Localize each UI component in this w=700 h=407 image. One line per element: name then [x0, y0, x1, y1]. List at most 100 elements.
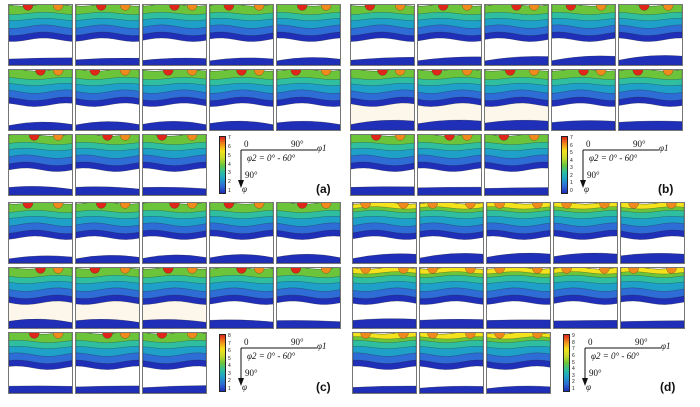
- odf-section: [352, 332, 417, 394]
- colorbar-tick-label: 6: [570, 142, 573, 149]
- intensity-peak: [394, 135, 406, 141]
- intensity-peak: [52, 333, 64, 339]
- intensity-peak: [290, 70, 302, 76]
- odf-section: [8, 267, 73, 329]
- contour-bottom-band: [9, 57, 72, 65]
- intensity-peak: [52, 203, 64, 209]
- axis-origin: 0: [244, 337, 249, 347]
- intensity-peak: [119, 70, 131, 76]
- odf-contour-plot: [351, 135, 414, 195]
- contour-bottom-band: [552, 55, 615, 65]
- odf-contour-plot: [9, 70, 72, 130]
- contour-bottom-band: [277, 254, 340, 263]
- odf-section: [75, 267, 140, 329]
- intensity-peak: [360, 203, 371, 209]
- axis-legend: 0 90° φ1 φ2 = 0° - 60° 90° φ: [580, 138, 691, 198]
- axis-legend: 0 90° φ1 φ2 = 0° - 60° 90° φ: [238, 336, 349, 396]
- contour-bottom-band: [351, 186, 414, 195]
- odf-panel: 8 7 6 5 4 3 2 1 0 90° φ1 φ2 = 0° - 60° 90° φ (c): [8, 202, 350, 400]
- odf-contour-plot: [351, 5, 414, 65]
- intensity-peak: [599, 268, 610, 274]
- odf-contour-plot: [487, 333, 550, 393]
- contour-bottom-band: [143, 319, 206, 328]
- odf-section: [553, 202, 618, 264]
- intensity-peak: [595, 70, 607, 76]
- odf-contour-plot: [76, 5, 139, 65]
- intensity-peak: [398, 333, 409, 339]
- intensity-peak: [595, 5, 607, 11]
- odf-section: [75, 332, 140, 394]
- intensity-peak: [461, 135, 473, 141]
- odf-section: [209, 4, 274, 66]
- colorbar-tick-label: 1: [570, 180, 573, 187]
- axis-y_var: φ: [242, 382, 247, 392]
- axis-x_tick: 90°: [635, 337, 648, 347]
- intensity-peak: [532, 203, 543, 209]
- intensity-peak: [102, 333, 113, 339]
- intensity-peak: [22, 5, 34, 11]
- contour-bottom-band: [210, 57, 273, 65]
- odf-contour-plot: [9, 203, 72, 263]
- intensity-peak: [494, 333, 505, 339]
- intensity-peak: [156, 333, 168, 339]
- intensity-peak: [465, 203, 476, 209]
- intensity-peak: [163, 70, 174, 76]
- odf-contour-plot: [76, 268, 139, 328]
- odf-section: [142, 134, 207, 196]
- intensity-peak: [320, 5, 332, 11]
- intensity-peak: [236, 70, 247, 76]
- intensity-peak: [236, 268, 247, 274]
- colorbar: [219, 334, 226, 392]
- intensity-peak: [498, 135, 510, 141]
- axis-arrows: [582, 347, 661, 386]
- intensity-peak: [52, 135, 64, 141]
- intensity-peak: [186, 70, 198, 76]
- colorbar-tick-label: 7: [572, 346, 575, 353]
- intensity-peak: [320, 203, 332, 209]
- odf-section: [484, 134, 549, 196]
- intensity-peak: [528, 135, 540, 141]
- axis-x_tick: 90°: [291, 337, 304, 347]
- odf-section: [276, 202, 341, 264]
- contour-bottom-band: [485, 187, 548, 195]
- intensity-peak: [666, 268, 677, 274]
- intensity-peak: [494, 203, 505, 209]
- odf-section: [620, 267, 685, 329]
- odf-section: [350, 4, 415, 66]
- odf-contour-plot: [76, 203, 139, 263]
- contour-bottom-band: [277, 57, 340, 65]
- contour-bottom-band: [143, 57, 206, 65]
- odf-contour-plot: [621, 203, 684, 263]
- intensity-peak: [52, 70, 64, 76]
- odf-section: [8, 69, 73, 131]
- contour-bottom-band: [76, 385, 139, 393]
- colorbar-tick-label: 7: [228, 340, 231, 347]
- odf-contour-plot: [210, 203, 273, 263]
- colorbar-tick-label: 6: [228, 348, 231, 355]
- odf-contour-plot: [420, 333, 483, 393]
- axis-y_tick: 90°: [245, 368, 258, 378]
- contour-bottom-band: [554, 252, 617, 263]
- odf-section: [276, 4, 341, 66]
- odf-section: [352, 267, 417, 329]
- contour-bottom-band: [487, 319, 550, 328]
- odf-section: [551, 69, 616, 131]
- contour-bottom-band: [487, 252, 550, 263]
- odf-section: [618, 69, 683, 131]
- contour-bottom-band: [418, 56, 481, 65]
- axis-x_tick: 90°: [291, 139, 304, 149]
- odf-contour-plot: [210, 5, 273, 65]
- axis-x_var: φ1: [659, 143, 669, 153]
- axis-x_var: φ1: [317, 143, 327, 153]
- contour-bottom-band: [210, 120, 273, 130]
- intensity-peak: [565, 5, 577, 11]
- odf-contour-plot: [210, 268, 273, 328]
- axis-range: φ2 = 0° - 60°: [247, 351, 296, 361]
- colorbar-tick-label: 2: [228, 378, 231, 385]
- contour-bottom-band: [485, 56, 548, 65]
- odf-contour-plot: [9, 135, 72, 195]
- contour-bottom-band: [621, 253, 684, 263]
- odf-contour-plot: [418, 135, 481, 195]
- contour-bottom-band: [418, 119, 481, 130]
- colorbar-tick-label: 1: [572, 386, 575, 392]
